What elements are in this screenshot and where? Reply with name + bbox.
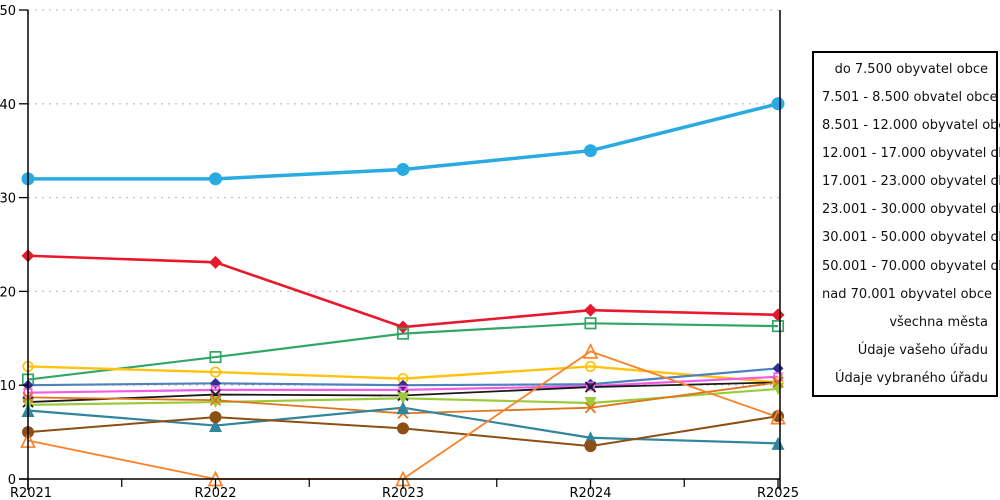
marker-diamond — [209, 255, 222, 269]
marker-circle — [772, 410, 784, 423]
y-tick-label: 50 — [0, 4, 16, 19]
marker-triangle-up — [396, 401, 410, 415]
marker-circle — [397, 422, 409, 435]
y-tick-label: 40 — [0, 98, 16, 113]
marker-square-open — [771, 320, 785, 333]
marker-triangle-up — [771, 436, 785, 450]
legend-item-11: Údaje vybraného úřadu — [834, 370, 988, 386]
marker-diamond — [397, 379, 409, 391]
marker-circle — [209, 172, 222, 186]
marker-circle-open — [584, 360, 597, 372]
marker-x — [772, 376, 784, 389]
series-line-2 — [27, 322, 779, 381]
y-tick-label: 20 — [0, 285, 16, 300]
marker-square-open — [396, 327, 410, 340]
marker-diamond — [584, 303, 597, 317]
legend-item-5: 23.001 - 30.000 obyvatel obce — [822, 202, 1000, 218]
legend-item-10: Údaje vašeho úřadu — [857, 342, 988, 358]
marker-triangle-down — [584, 397, 597, 410]
marker-diamond — [772, 362, 784, 374]
legend-item-8: nad 70.001 obyvatel obce — [822, 286, 992, 302]
series-line-3 — [27, 365, 779, 384]
marker-square-open — [585, 381, 596, 391]
legend-item-3: 12.001 - 17.000 obyvatel obce — [822, 146, 1000, 162]
marker-circle — [209, 411, 222, 424]
legend-item-0: do 7.500 obyvatel obce — [834, 62, 988, 77]
marker-x — [584, 381, 597, 393]
legend-item-9: všechna města — [889, 314, 988, 330]
marker-x — [584, 402, 597, 414]
marker-square-open — [209, 351, 222, 364]
marker-diamond — [771, 308, 785, 322]
marker-triangle-up — [209, 419, 222, 433]
legend-item-1: 7.501 - 8.500 obvatel obce — [822, 90, 998, 106]
marker-triangle-open — [582, 343, 599, 359]
marker-circle-open — [209, 366, 222, 378]
marker-square-open — [773, 372, 783, 382]
marker-triangle-open — [770, 408, 786, 425]
marker-triangle-up — [584, 431, 597, 445]
x-tick-label: R2023 — [382, 486, 424, 500]
marker-circle — [584, 144, 597, 158]
y-tick-label: 30 — [0, 192, 16, 207]
marker-triangle-down — [397, 392, 409, 405]
legend-item-2: 8.501 - 12.000 obyvatel obce — [822, 118, 1000, 134]
x-tick-label: R2021 — [10, 486, 52, 500]
y-tick-label: 0 — [8, 473, 16, 488]
y-tick-label: 10 — [0, 379, 16, 394]
marker-diamond — [396, 320, 410, 334]
legend-item-6: 30.001 - 50.000 obyvatel obce — [822, 230, 1000, 246]
marker-square-open — [584, 317, 597, 330]
marker-circle — [771, 97, 785, 111]
legend-box: do 7.500 obyvatel obce 7.501 - 8.500 obva… — [812, 51, 1000, 397]
x-tick-label: R2025 — [757, 486, 799, 500]
marker-diamond — [585, 378, 596, 390]
marker-triangle-down — [209, 396, 222, 409]
legend-item-7: 50.001 - 70.000 obyvatel obce — [822, 258, 1000, 274]
marker-circle — [396, 162, 410, 176]
marker-circle — [584, 440, 597, 453]
x-tick-label: R2024 — [569, 486, 611, 500]
legend-item-4: 17.001 - 23.000 obyvatel obce — [822, 174, 1000, 190]
x-tick-label: R2022 — [194, 486, 236, 500]
marker-x — [209, 394, 222, 406]
